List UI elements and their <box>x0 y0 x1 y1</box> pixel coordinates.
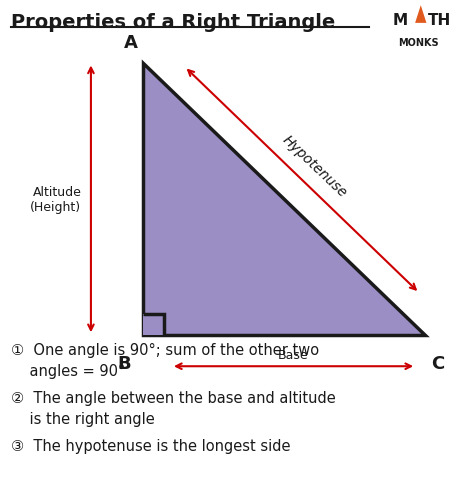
Text: TH: TH <box>428 13 451 28</box>
Text: ②  The angle between the base and altitude
    is the right angle: ② The angle between the base and altitud… <box>11 390 336 426</box>
Text: ①  One angle is 90°; sum of the other two
    angles = 90°: ① One angle is 90°; sum of the other two… <box>11 343 319 379</box>
Text: M: M <box>392 13 408 28</box>
Text: Hypotenuse: Hypotenuse <box>280 133 350 200</box>
Text: MONKS: MONKS <box>398 38 439 48</box>
Text: ③  The hypotenuse is the longest side: ③ The hypotenuse is the longest side <box>11 438 290 453</box>
Polygon shape <box>143 314 164 336</box>
Text: B: B <box>117 355 131 372</box>
Text: C: C <box>431 355 444 372</box>
Polygon shape <box>415 6 427 24</box>
Text: Base: Base <box>278 349 309 362</box>
Text: Properties of a Right Triangle: Properties of a Right Triangle <box>11 13 335 32</box>
Text: Altitude
(Height): Altitude (Height) <box>30 185 82 214</box>
Polygon shape <box>143 63 426 336</box>
Text: A: A <box>124 34 138 51</box>
